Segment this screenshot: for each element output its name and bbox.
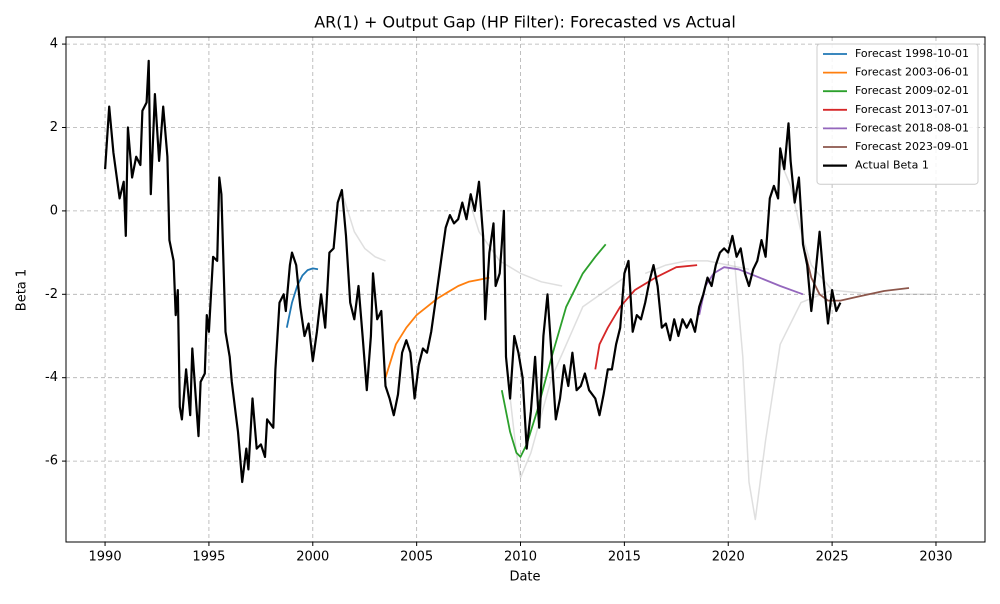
x-tick-label: 2025: [816, 550, 849, 565]
series-line: [384, 276, 490, 378]
background-forecast-line: [644, 260, 750, 275]
x-tick-label: 1990: [89, 550, 122, 565]
x-tick-label: 2020: [712, 550, 745, 565]
y-tick-label: 2: [50, 120, 58, 135]
legend-label: Forecast 2009-02-01: [855, 84, 969, 97]
y-tick-label: -2: [45, 287, 58, 302]
x-tick-label: 2030: [919, 550, 952, 565]
chart-title: AR(1) + Output Gap (HP Filter): Forecast…: [314, 13, 736, 32]
series-line: [500, 243, 607, 458]
background-forecast-line: [467, 198, 563, 287]
legend-box: [816, 43, 979, 185]
y-tick-label: 4: [50, 37, 58, 52]
legend-label: Forecast 2018-08-01: [855, 121, 969, 134]
background-forecast-line: [733, 260, 833, 521]
background-forecast-line: [343, 198, 386, 262]
x-tick-label: 2005: [400, 550, 433, 565]
y-tick-label: -6: [45, 454, 58, 469]
series-line: [285, 267, 319, 328]
legend-label: Forecast 2003-06-01: [855, 66, 969, 79]
background-forecast-line: [779, 160, 936, 296]
y-axis-label: Beta 1: [15, 269, 30, 311]
plot-frame: [65, 36, 986, 543]
y-tick-label: 0: [50, 203, 58, 218]
x-tick-label: 2015: [608, 550, 641, 565]
series-line: [594, 264, 698, 370]
x-tick-label: 1995: [192, 550, 225, 565]
legend-label: Actual Beta 1: [855, 159, 929, 172]
legend: Forecast 1998-10-01 Forecast 2003-06-01 Fo…: [816, 43, 979, 185]
x-tick-label: 2010: [504, 550, 537, 565]
series-line: [104, 59, 842, 484]
x-axis-label: Date: [509, 570, 540, 585]
legend-label: Forecast 1998-10-01: [855, 47, 969, 60]
legend-label: Forecast 2023-09-01: [855, 140, 969, 153]
x-tick-label: 2000: [296, 550, 329, 565]
y-tick-label: -4: [45, 370, 58, 385]
legend-label: Forecast 2013-07-01: [855, 103, 969, 116]
